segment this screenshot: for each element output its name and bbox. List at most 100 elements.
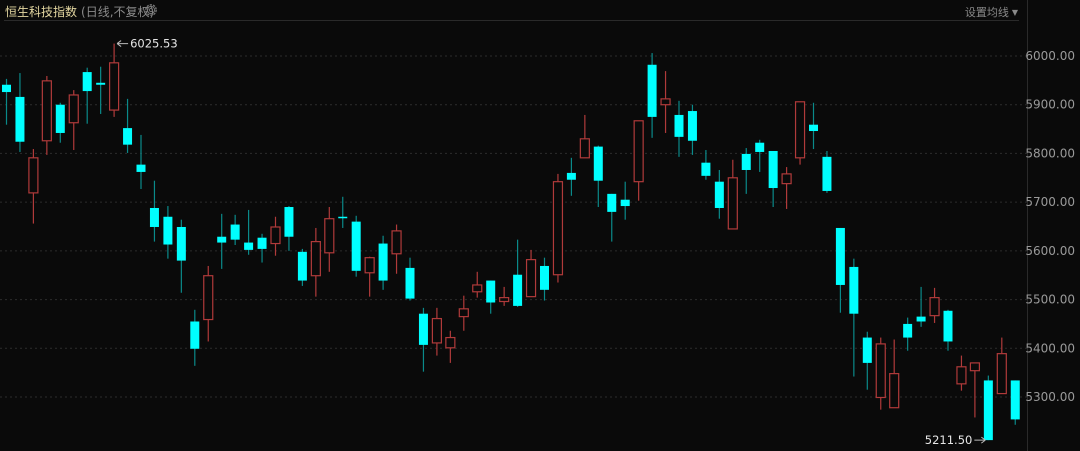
candle-body [674, 114, 684, 137]
candle-body [687, 111, 697, 141]
max-price-label: 6025.53 [130, 37, 178, 51]
candle-down [741, 148, 751, 194]
candle-body [405, 267, 415, 299]
candle-down [593, 145, 603, 208]
candle-body [82, 72, 92, 92]
candle-down [647, 53, 657, 138]
candle-up [552, 173, 564, 283]
candle-body [431, 317, 442, 344]
y-tick-label: 5900.00 [1025, 98, 1075, 112]
candle-body [351, 221, 361, 271]
candle-body [163, 216, 173, 245]
candle-body [230, 224, 240, 240]
candle-body [203, 275, 214, 321]
candle-down [714, 169, 724, 219]
candle-up [525, 249, 537, 298]
candle-up [794, 101, 806, 165]
candle-body [809, 124, 818, 132]
gear-icon[interactable] [144, 3, 158, 17]
candle-down [822, 150, 832, 193]
candle-down [755, 139, 765, 172]
candle-down [620, 181, 630, 220]
candle-body [647, 64, 657, 117]
candle-down [513, 239, 523, 307]
candle-body [472, 284, 483, 293]
candle-down [768, 150, 778, 208]
candle-up [310, 227, 321, 297]
candle-down [701, 150, 711, 180]
arrow-left-icon [116, 40, 129, 47]
candle-body [822, 156, 832, 191]
candle-body [996, 353, 1007, 395]
candle-body [862, 337, 872, 363]
candle-up [203, 265, 214, 342]
min-price-label: 5211.50 [925, 433, 973, 447]
candle-body [956, 366, 967, 385]
y-tick-label: 5700.00 [1025, 195, 1075, 209]
candle-down [418, 307, 428, 372]
candle-up [458, 295, 469, 331]
candle-up [499, 286, 510, 306]
candle-body [849, 266, 859, 314]
candle-body [540, 265, 549, 290]
candle-up [929, 287, 940, 323]
y-tick-label: 5600.00 [1025, 244, 1075, 258]
candle-body [41, 80, 52, 142]
candle-down [916, 286, 926, 327]
header-divider [4, 20, 1019, 21]
candle-up [108, 43, 120, 117]
candle-body [68, 94, 79, 124]
candle-down [405, 257, 415, 301]
candle-down [190, 309, 200, 366]
candle-body [190, 321, 200, 349]
y-tick-label: 5400.00 [1025, 341, 1075, 355]
candle-body [458, 308, 469, 318]
candle-body [579, 138, 590, 159]
candle-body [593, 146, 603, 181]
candle-body [391, 230, 402, 255]
candle-up [996, 337, 1007, 395]
candle-body [149, 207, 159, 227]
candle-body [176, 226, 186, 261]
candle-body [15, 96, 25, 142]
candle-up [391, 224, 402, 274]
chart-subtitle: (日线,不复权) [81, 5, 155, 19]
candle-up [727, 159, 738, 230]
set-moving-average-button[interactable]: 设置均线 ▼ [965, 4, 1018, 20]
candle-body [660, 98, 671, 106]
candle-body [324, 218, 335, 254]
candle-down [96, 66, 106, 114]
candle-up [270, 216, 281, 256]
candle-up [579, 114, 590, 159]
candle-body [889, 373, 900, 409]
candle-body [727, 177, 738, 230]
candle-down [149, 180, 159, 242]
candle-body [445, 336, 456, 349]
candle-up [431, 307, 442, 356]
candle-up [633, 120, 644, 201]
candle-down [163, 206, 173, 259]
candle-body [755, 142, 765, 152]
candle-body [123, 128, 133, 145]
candle-body [486, 280, 496, 303]
chart-header: 恒生科技指数 (日线,不复权) 设置均线 ▼ [0, 0, 1027, 21]
candle-body [794, 101, 806, 159]
index-title: 恒生科技指数 [5, 5, 78, 19]
ma-button-label: 设置均线 [964, 6, 1009, 19]
candle-body [566, 172, 576, 180]
caret-down-icon: ▼ [1011, 8, 1018, 17]
candle-up [956, 355, 967, 391]
candle-body [257, 237, 267, 249]
chart-title-group: 恒生科技指数 (日线,不复权) [5, 3, 154, 20]
candle-body [969, 362, 981, 372]
candle-down [15, 73, 25, 152]
candle-body [943, 310, 953, 342]
candle-body [338, 216, 348, 219]
candle-body [96, 82, 106, 85]
candle-body [781, 173, 792, 185]
candle-up [68, 90, 79, 151]
candle-down [176, 219, 186, 293]
candle-down [607, 193, 617, 242]
candle-body [607, 193, 617, 212]
